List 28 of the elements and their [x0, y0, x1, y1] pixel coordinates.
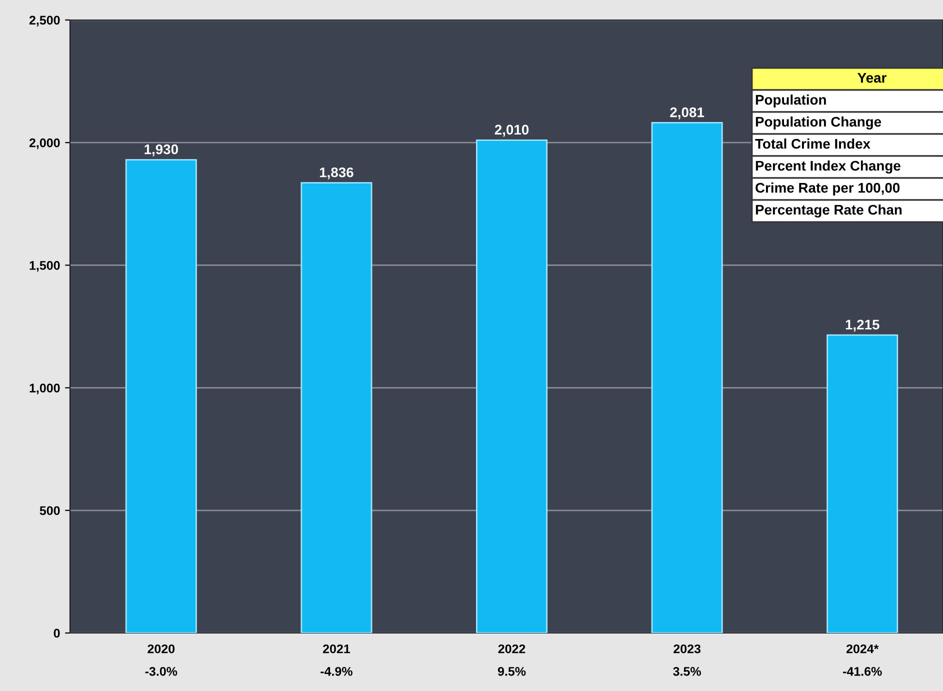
y-tick-label: 2,000: [29, 138, 60, 150]
data-label: 2,081: [670, 107, 704, 120]
bar: [125, 159, 197, 633]
annotation: Crime Rate per 100,00: [756, 182, 900, 196]
bar: [476, 139, 548, 633]
bar: [300, 182, 372, 633]
x-tick-label: 2022 9.5%: [498, 644, 526, 676]
x-tick-label: 2021 -4.9%: [320, 644, 352, 676]
x-tick-label: 2024* -41.6%: [843, 644, 882, 676]
y-tick-label: 0: [54, 628, 60, 638]
annotation: Total Crime Index: [755, 138, 870, 149]
data-label: 1,215: [846, 320, 880, 332]
data-label: 1,930: [144, 144, 178, 156]
bar: [651, 122, 723, 633]
annotation: Percentage Rate Chan: [756, 204, 902, 218]
y-tick-label: 1,500: [30, 261, 60, 272]
annotation: Population: [756, 94, 826, 108]
annotation: Year: [858, 73, 886, 83]
y-tick-label: 500: [40, 506, 60, 516]
data-label: 1,836: [320, 167, 354, 180]
x-tick-label: 2020 -3.0%: [145, 644, 178, 676]
annotation: Population Change: [756, 116, 882, 130]
bar: [826, 334, 898, 633]
data-label: 2,010: [494, 124, 529, 137]
annotation: Percent Index Change: [756, 160, 900, 174]
y-tick-label: 1,000: [30, 384, 60, 394]
x-tick-label: 2023 3.5%: [673, 644, 701, 676]
y-tick-label: 2,500: [29, 16, 60, 26]
